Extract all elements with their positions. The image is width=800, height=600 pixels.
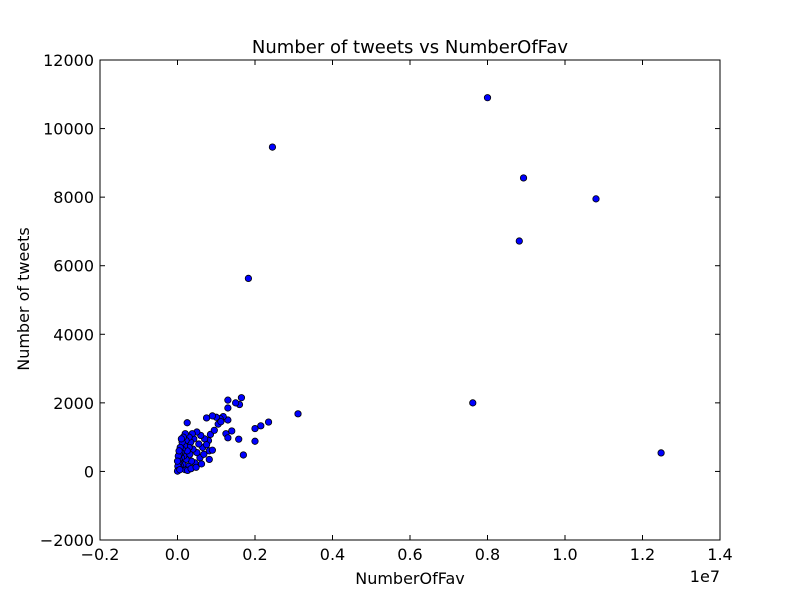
x-tick-label: 0.6	[397, 545, 422, 564]
data-point	[244, 274, 253, 282]
data-point	[177, 435, 185, 443]
data-point	[200, 450, 208, 458]
data-point	[251, 437, 259, 445]
plot-area	[100, 60, 720, 540]
data-point	[205, 455, 213, 464]
data-point	[183, 419, 191, 427]
x-tick-label: 0.4	[320, 545, 345, 564]
y-tick-label: 10000	[43, 120, 94, 139]
data-point	[224, 404, 232, 412]
data-point	[657, 449, 665, 457]
data-point	[228, 427, 236, 435]
ticks: −0.2 0.0 0.2 0.4 0.6 0.8 1.0 1.2 1.4 −2000 0 2000 40…	[40, 51, 733, 564]
data-point	[257, 422, 265, 430]
y-tick-label: 0	[84, 462, 94, 481]
data-point	[469, 399, 477, 407]
data-point	[232, 399, 240, 407]
data-point	[208, 446, 216, 454]
y-tick-label: 6000	[53, 257, 94, 276]
data-point	[251, 424, 259, 433]
data-point	[197, 460, 206, 468]
data-point	[210, 426, 218, 434]
data-point	[592, 195, 600, 203]
data-point	[192, 463, 200, 471]
y-tick-label: 12000	[43, 51, 94, 70]
x-tick-label: 0.2	[242, 545, 267, 564]
data-point	[294, 410, 302, 418]
data-point	[173, 457, 182, 465]
data-point	[515, 237, 523, 245]
y-tick-label: 8000	[53, 188, 94, 207]
data-point	[237, 394, 246, 402]
x-tick-label: 1.4	[707, 545, 732, 564]
data-point	[268, 143, 277, 151]
x-tick-label: 0.8	[475, 545, 500, 564]
data-point	[217, 418, 225, 426]
chart-title: Number of tweets vs NumberOfFav	[252, 37, 568, 58]
data-point	[202, 414, 211, 422]
data-point	[202, 441, 211, 449]
data-point	[235, 435, 243, 443]
data-point	[224, 396, 232, 404]
data-point	[483, 94, 492, 102]
x-tick-label: 1.2	[630, 545, 655, 564]
y-tick-label: −2000	[40, 531, 94, 550]
y-axis-label: Number of tweets	[14, 227, 33, 371]
y-tick-label: 2000	[53, 394, 94, 413]
data-point	[239, 451, 247, 459]
x-tick-label: 1.0	[552, 545, 577, 564]
x-offset-label: 1e7	[690, 567, 720, 586]
x-axis-label: NumberOfFav	[355, 569, 465, 588]
y-tick-label: 4000	[53, 325, 94, 344]
data-point	[175, 447, 183, 455]
data-point	[195, 440, 203, 448]
data-point	[176, 466, 184, 474]
x-tick-label: −0.2	[81, 545, 120, 564]
x-tick-label: 0.0	[165, 545, 190, 564]
data-point	[264, 418, 273, 426]
data-point	[519, 174, 528, 182]
data-point	[224, 434, 232, 442]
data-points	[173, 94, 665, 475]
